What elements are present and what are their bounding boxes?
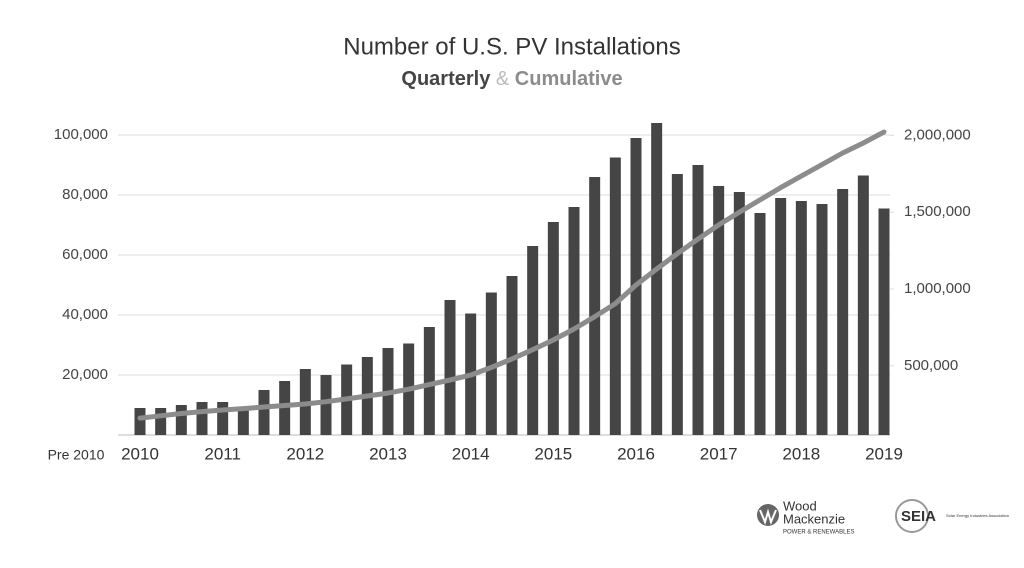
bar	[237, 406, 249, 435]
legend-entry: Quarterly	[401, 68, 491, 90]
bar	[320, 375, 332, 435]
y-tick-label: 20,000	[62, 366, 108, 383]
chart-subtitle: Quarterly & Cumulative	[401, 68, 622, 90]
x-tick-label: Pre 2010	[48, 447, 105, 463]
x-tick-label: 2013	[369, 444, 407, 463]
bar	[134, 408, 146, 435]
x-tick-label: 2016	[617, 444, 655, 463]
bar	[217, 402, 229, 435]
x-tick-label: 2017	[700, 444, 738, 463]
logo-icon	[895, 499, 929, 533]
bar	[589, 177, 601, 435]
y2-tick-label: 2,000,000	[904, 126, 971, 143]
logo-seia: SEIA Solar Energy Industries Association	[895, 499, 1009, 533]
logo-wood-mackenzie: Wood Mackenzie POWER & RENEWABLES	[757, 498, 854, 536]
bar	[444, 300, 456, 435]
bar	[651, 123, 663, 435]
bar	[547, 222, 559, 435]
x-tick-label: 2012	[286, 444, 324, 463]
bar	[609, 157, 621, 435]
bar	[155, 408, 167, 435]
bar	[775, 198, 787, 435]
y-tick-label: 60,000	[62, 246, 108, 263]
bar	[857, 175, 869, 435]
bar	[878, 208, 890, 435]
logo-text: POWER & RENEWABLES	[783, 530, 854, 536]
y-tick-label: 80,000	[62, 186, 108, 203]
cumulative-line	[137, 129, 887, 421]
logo-text: Mackenzie	[783, 511, 845, 526]
x-tick-label: 2014	[452, 444, 490, 463]
bar	[733, 192, 745, 435]
bar	[196, 402, 208, 435]
y-tick-label: 100,000	[54, 126, 108, 143]
legend-entry: Cumulative	[515, 68, 623, 90]
y2-tick-label: 1,000,000	[904, 280, 971, 297]
chart-title: Number of U.S. PV Installations	[343, 33, 680, 60]
bar	[527, 246, 539, 435]
logo-text: Wood	[783, 498, 817, 513]
y2-tick-label: 500,000	[904, 357, 958, 374]
bar	[754, 213, 766, 435]
bar	[485, 292, 497, 435]
bar	[713, 186, 725, 435]
bar	[506, 276, 518, 435]
y2-tick-label: 1,500,000	[904, 203, 971, 220]
x-tick-label: 2019	[865, 444, 903, 463]
subtitle-joiner: &	[496, 68, 510, 90]
bar	[175, 405, 187, 435]
x-tick-label: 2010	[121, 444, 159, 463]
bar	[258, 390, 270, 435]
bar	[816, 204, 828, 435]
bar	[837, 189, 849, 435]
x-tick-label: 2011	[204, 444, 241, 463]
logo-icon	[759, 508, 777, 525]
bar	[568, 207, 580, 435]
logo-text: Solar Energy Industries Association	[946, 513, 1009, 518]
logo-text: SEIA	[901, 508, 936, 525]
bar	[692, 165, 704, 435]
bar	[795, 201, 807, 435]
x-tick-label: 2015	[534, 444, 572, 463]
y-tick-label: 40,000	[62, 306, 108, 323]
bar	[671, 174, 683, 435]
x-tick-label: 2018	[782, 444, 820, 463]
bar	[423, 327, 435, 435]
